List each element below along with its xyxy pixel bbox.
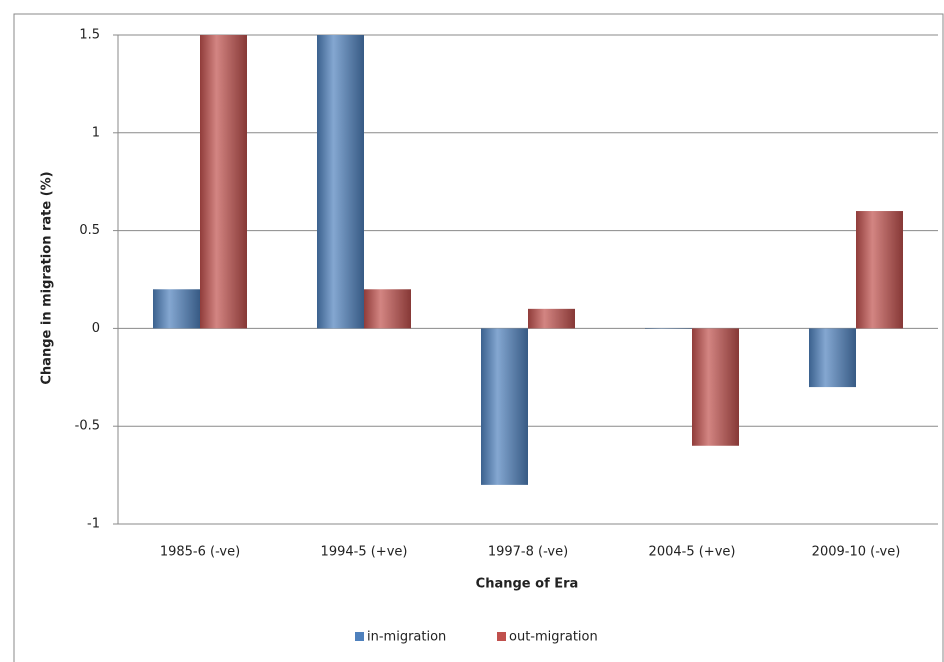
y-tick-label: 0.5 <box>79 223 100 238</box>
bar <box>692 328 739 446</box>
y-axis-title: Change in migration rate (%) <box>40 171 55 384</box>
bar <box>809 328 856 388</box>
x-tick-label: 1997-8 (-ve) <box>488 545 568 560</box>
bar <box>481 328 528 485</box>
x-axis-title: Change of Era <box>476 577 579 592</box>
bar <box>153 289 200 329</box>
legend-swatch <box>497 632 506 641</box>
y-tick-label: -1 <box>87 517 100 532</box>
legend-swatch <box>355 632 364 641</box>
y-tick-label: 1 <box>92 125 100 140</box>
chart-frame <box>13 13 944 662</box>
y-tick-label: 0 <box>92 321 100 336</box>
bar <box>856 211 903 329</box>
bar <box>645 328 692 329</box>
y-tick-label: 1.5 <box>79 28 100 43</box>
bar <box>317 35 364 329</box>
x-tick-label: 1985-6 (-ve) <box>160 545 240 560</box>
bar <box>200 35 247 329</box>
x-tick-label: 2009-10 (-ve) <box>812 545 901 560</box>
legend-label: in-migration <box>367 630 446 645</box>
legend-label: out-migration <box>509 630 598 645</box>
y-tick-label: -0.5 <box>75 419 100 434</box>
bar <box>364 289 411 329</box>
bar <box>528 308 575 329</box>
x-tick-label: 2004-5 (+ve) <box>649 545 736 560</box>
x-tick-label: 1994-5 (+ve) <box>321 545 408 560</box>
